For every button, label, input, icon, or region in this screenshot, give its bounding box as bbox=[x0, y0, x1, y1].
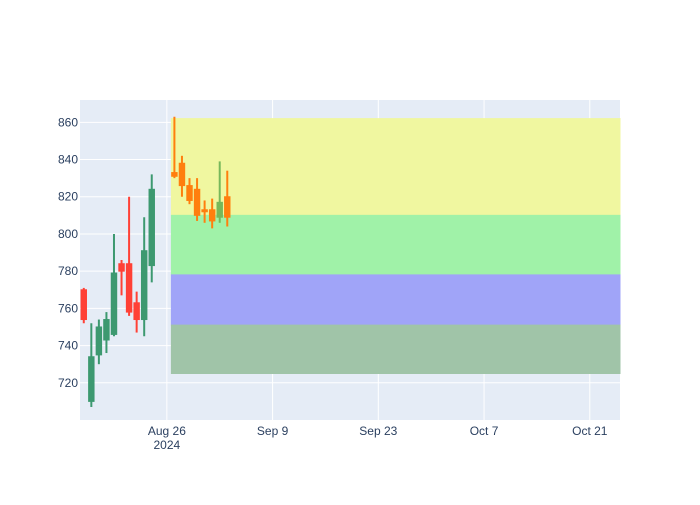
y-tick-label: 800 bbox=[58, 227, 78, 241]
candle-body bbox=[178, 162, 186, 187]
forecast-band bbox=[170, 274, 621, 326]
x-tick-label: Oct 7 bbox=[470, 424, 499, 438]
candle-body bbox=[80, 289, 87, 321]
forecast-candle bbox=[201, 200, 208, 223]
candle-body bbox=[140, 250, 148, 321]
historical-candle bbox=[118, 260, 125, 296]
historical-candle bbox=[148, 174, 155, 283]
y-tick-label: 780 bbox=[58, 264, 78, 278]
forecast-bands bbox=[170, 118, 621, 374]
candle-body bbox=[201, 209, 208, 213]
x-tick-label: Oct 21 bbox=[572, 424, 608, 438]
candle-body bbox=[103, 319, 110, 341]
x-tick-label: Aug 26 bbox=[148, 424, 186, 438]
historical-candle bbox=[103, 312, 110, 354]
candle-body bbox=[133, 302, 140, 321]
candle-body bbox=[171, 172, 178, 177]
forecast-candle bbox=[186, 178, 193, 205]
forecast-candle bbox=[171, 116, 178, 179]
candle-body bbox=[118, 263, 125, 272]
historical-candle bbox=[140, 217, 148, 337]
x-tick-year-label: 2024 bbox=[154, 438, 181, 452]
y-tick-label: 860 bbox=[58, 115, 78, 129]
candle-body bbox=[110, 272, 118, 335]
historical-candle bbox=[95, 319, 103, 365]
forecast-candle bbox=[193, 178, 201, 221]
historical-candle bbox=[110, 233, 118, 337]
y-tick-label: 820 bbox=[58, 190, 78, 204]
candle-body bbox=[125, 263, 133, 313]
historical-candle bbox=[125, 196, 133, 316]
forecast-candle bbox=[224, 170, 231, 227]
candle-body bbox=[224, 196, 231, 218]
candle-body bbox=[88, 356, 95, 402]
forecast-candle bbox=[208, 198, 216, 229]
forecast-band bbox=[170, 214, 621, 276]
candles bbox=[80, 116, 231, 407]
historical-candle bbox=[80, 287, 87, 324]
y-tick-label: 720 bbox=[58, 376, 78, 390]
candle-body bbox=[186, 185, 193, 201]
candle-body bbox=[208, 209, 216, 222]
forecast-candle bbox=[178, 155, 186, 197]
candle-body bbox=[148, 188, 155, 267]
y-tick-label: 760 bbox=[58, 301, 78, 315]
y-axis-tick-labels: 720 740 760 780 800 820 840 860 bbox=[58, 115, 78, 389]
x-tick-label: Sep 9 bbox=[257, 424, 289, 438]
historical-candle bbox=[133, 291, 140, 333]
y-tick-label: 840 bbox=[58, 153, 78, 167]
candle-body bbox=[193, 188, 201, 216]
y-tick-label: 740 bbox=[58, 339, 78, 353]
historical-candle bbox=[88, 323, 95, 407]
x-tick-label: Sep 23 bbox=[359, 424, 397, 438]
forecast-candle bbox=[216, 161, 223, 223]
forecast-band bbox=[170, 118, 621, 216]
forecast-band bbox=[170, 324, 621, 374]
candle-body bbox=[216, 201, 223, 218]
candle-body bbox=[95, 326, 103, 356]
